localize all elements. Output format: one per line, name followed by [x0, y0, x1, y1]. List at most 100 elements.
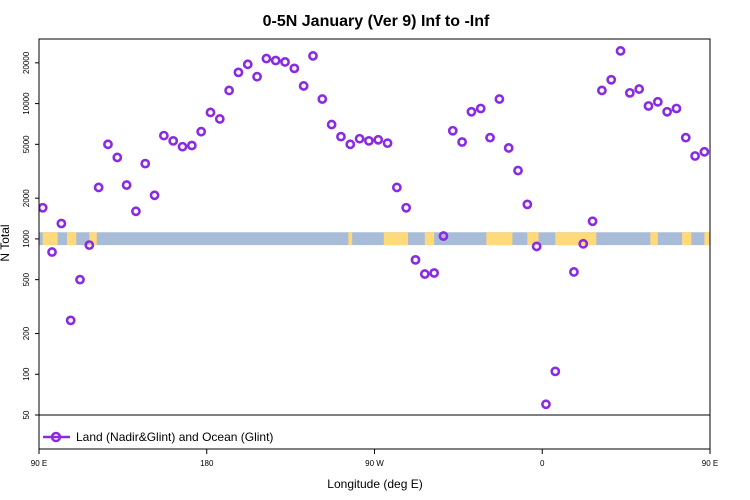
data-point — [569, 267, 579, 277]
data-point — [401, 202, 412, 213]
data-point — [364, 135, 374, 146]
y-tick-label: 5000 — [22, 135, 31, 153]
land-band-segment — [486, 232, 513, 246]
x-tick-label: 180 — [200, 459, 214, 468]
y-tick-label: 2000 — [22, 189, 31, 207]
data-point — [121, 180, 132, 190]
data-point — [308, 51, 318, 61]
data-point — [261, 53, 272, 64]
x-axis: 90 E 180 90 W 0 90 E — [31, 449, 718, 468]
data-point — [652, 96, 663, 107]
data-point — [131, 206, 141, 217]
data-point — [615, 46, 626, 56]
land-band-segment — [704, 232, 710, 246]
data-point — [168, 135, 179, 146]
data-point — [531, 241, 542, 252]
data-point — [373, 134, 384, 145]
data-point — [419, 269, 430, 279]
y-tick-label: 200 — [22, 326, 31, 340]
data-point — [410, 254, 421, 265]
data-point — [513, 165, 523, 176]
data-point — [47, 247, 57, 257]
land-band-segment — [424, 232, 435, 246]
chart-title: 0-5N January (Ver 9) Inf to -Inf — [263, 13, 490, 30]
data-point — [457, 137, 468, 147]
data-point — [317, 94, 328, 104]
data-point — [561, 428, 568, 435]
data-point — [587, 216, 598, 227]
legend-label: Land (Nadir&Glint) and Ocean (Glint) — [76, 430, 273, 444]
x-axis-label: Longitude (deg E) — [327, 477, 422, 491]
data-point — [671, 103, 682, 114]
x-tick-label: 90 W — [365, 459, 384, 468]
data-point — [345, 139, 356, 150]
data-point — [643, 101, 654, 111]
data-point — [503, 143, 514, 153]
land-band-segment — [89, 232, 97, 246]
land-band-segment — [555, 232, 597, 246]
data-point — [149, 190, 160, 201]
data-point — [177, 141, 188, 152]
land-band-segment — [348, 232, 353, 246]
land-band-segment — [383, 232, 409, 246]
land-band-segment — [527, 232, 539, 246]
data-point — [103, 139, 113, 150]
data-point — [336, 131, 346, 142]
data-point — [93, 182, 104, 193]
y-axis-label: N Total — [0, 224, 12, 261]
land-band-segment — [66, 232, 77, 246]
data-point — [84, 240, 95, 251]
y-tick-label: 50 — [22, 410, 31, 419]
data-point — [541, 399, 551, 410]
data-point — [475, 103, 486, 114]
data-point — [624, 87, 635, 98]
y-tick-label: 100 — [22, 367, 31, 381]
data-point — [522, 199, 533, 210]
data-point — [606, 74, 617, 85]
coverage-band — [39, 232, 710, 246]
data-point — [196, 126, 207, 137]
data-point — [447, 125, 458, 136]
data-point — [75, 274, 85, 285]
data-point — [382, 138, 393, 149]
y-tick-label: 500 — [22, 272, 31, 286]
data-point — [550, 366, 561, 377]
data-point — [494, 94, 505, 104]
data-point — [578, 238, 589, 249]
legend: Land (Nadir&Glint) and Ocean (Glint) — [43, 430, 273, 444]
data-point — [326, 119, 337, 130]
data-points — [39, 46, 710, 435]
land-band-segment — [650, 232, 658, 246]
data-point — [252, 71, 262, 82]
data-point — [438, 231, 449, 241]
data-point — [289, 63, 300, 74]
data-point — [354, 133, 365, 144]
data-point — [214, 114, 225, 124]
data-point — [224, 85, 235, 96]
data-point — [485, 132, 495, 143]
data-point — [280, 57, 290, 67]
data-point — [39, 202, 48, 213]
data-point — [270, 55, 281, 66]
data-point — [596, 85, 607, 96]
y-tick-label: 20000 — [22, 51, 31, 74]
x-tick-label: 0 — [540, 459, 545, 468]
data-point — [242, 59, 253, 70]
data-point — [391, 182, 402, 193]
data-point — [140, 158, 151, 169]
data-point — [56, 218, 67, 229]
data-point — [233, 67, 244, 78]
ocean-band — [39, 232, 710, 246]
data-point — [662, 106, 673, 117]
data-point — [634, 84, 645, 94]
data-point — [205, 107, 216, 118]
data-point — [690, 151, 700, 161]
legend-marker — [50, 431, 62, 443]
land-band-segment — [682, 232, 692, 246]
y-tick-label: 1000 — [22, 229, 31, 247]
x-tick-label: 90 E — [31, 459, 47, 468]
y-axis: 50 100 200 500 1000 2000 5000 10000 20000 — [22, 51, 39, 419]
data-point — [65, 315, 76, 326]
y-tick-label: 10000 — [22, 92, 31, 115]
